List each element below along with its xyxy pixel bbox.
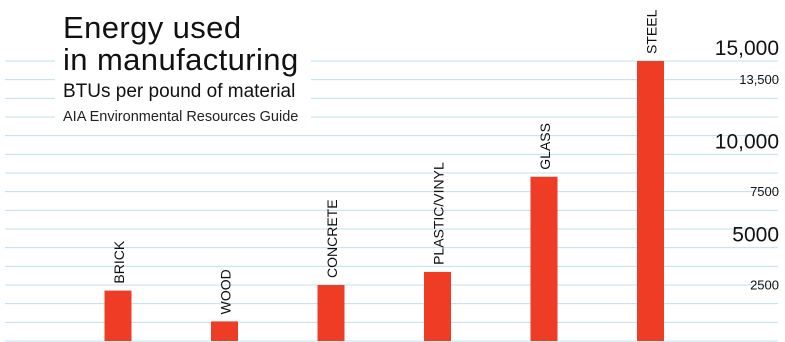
bar-plastic-vinyl (424, 271, 451, 341)
y-tick-label: 7500 (750, 184, 779, 199)
category-label: GLASS (537, 123, 553, 170)
chart-title: Energy used in manufacturing (63, 10, 299, 77)
y-tick-label: 2500 (750, 277, 779, 292)
chart-subtitle: BTUs per pound of material (63, 81, 296, 102)
y-axis-tick-labels: 2500 5000 7500 10,000 13,500 15,000 (715, 37, 779, 292)
y-tick-label: 10,000 (715, 130, 779, 153)
category-label: STEEL (644, 9, 660, 54)
bar-concrete (317, 285, 345, 341)
chart-header: Energy used in manufacturing BTUs per po… (55, 10, 311, 129)
category-label: CONCRETE (324, 199, 340, 278)
bars (104, 61, 664, 341)
bar-brick (104, 290, 132, 341)
category-label: WOOD (218, 269, 234, 314)
category-label: PLASTIC/VINYL (431, 162, 447, 265)
category-label: BRICK (111, 240, 127, 283)
bar-wood (211, 321, 238, 341)
category-labels: BRICK WOOD CONCRETE PLASTIC/VINYL GLASS STEEL (111, 9, 660, 314)
y-tick-label: 5000 (732, 224, 779, 247)
bar-steel (637, 61, 664, 341)
y-tick-label: 13,500 (739, 72, 779, 87)
chart-source: AIA Environmental Resources Guide (63, 109, 299, 125)
y-tick-label: 15,000 (715, 37, 779, 60)
bar-glass (530, 176, 558, 341)
